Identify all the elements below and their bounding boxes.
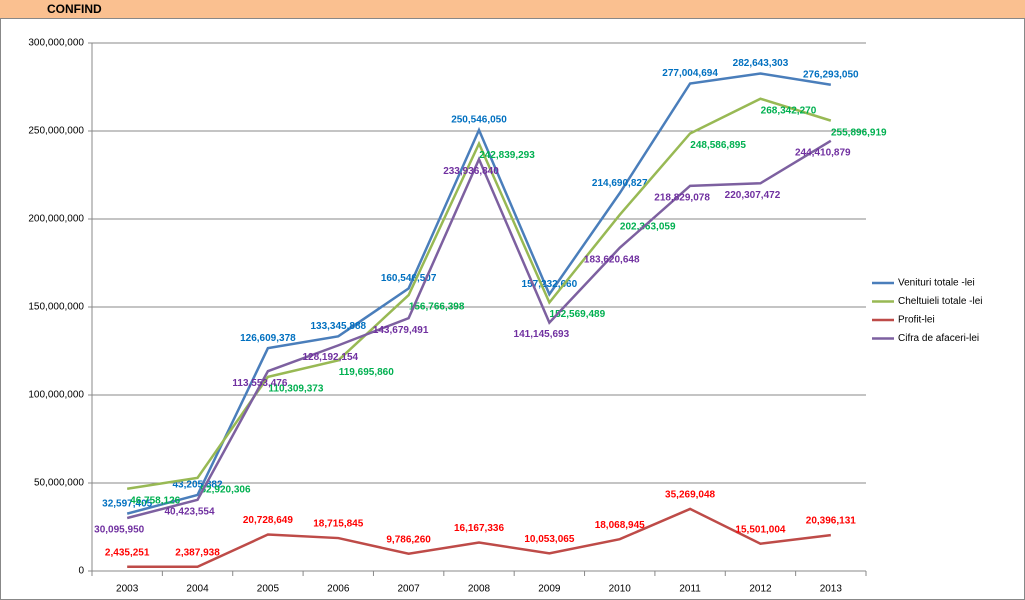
series-line	[126, 139, 832, 520]
sheet-header: CONFIND	[0, 0, 1025, 18]
data-label: 2,387,938	[175, 547, 220, 558]
data-label: 110,309,373	[268, 383, 323, 394]
x-tick-label: 2009	[538, 584, 561, 595]
data-label: 32,597,405	[102, 498, 152, 509]
x-tick-label: 2008	[468, 584, 491, 595]
data-label: 20,728,649	[243, 515, 293, 526]
data-label: 35,269,048	[665, 490, 715, 501]
legend-label: Profit-lei	[898, 315, 935, 326]
data-label: 15,501,004	[735, 524, 785, 535]
series-line	[126, 72, 832, 515]
y-tick-label: 0	[78, 566, 84, 577]
data-label: 152,569,489	[550, 309, 606, 320]
x-tick-label: 2010	[609, 584, 632, 595]
data-label: 10,053,065	[524, 534, 574, 545]
data-label: 268,342,270	[761, 105, 817, 116]
y-tick-label: 100,000,000	[28, 390, 84, 401]
data-label: 126,609,378	[240, 333, 296, 344]
series-line	[127, 507, 831, 569]
y-tick-label: 300,000,000	[28, 38, 84, 49]
data-label: 113,553,476	[232, 378, 287, 389]
x-tick-label: 2013	[820, 584, 843, 595]
x-tick-label: 2012	[749, 584, 772, 595]
x-tick-label: 2006	[327, 584, 350, 595]
data-label: 30,095,950	[94, 525, 144, 536]
x-tick-label: 2005	[257, 584, 280, 595]
data-label: 282,643,303	[733, 58, 789, 69]
data-label: 119,695,860	[339, 367, 394, 378]
legend-label: Cheltuieli totale -lei	[898, 296, 983, 307]
data-label: 128,192,154	[302, 352, 358, 363]
data-label: 242,839,293	[479, 150, 535, 161]
data-label: 233,936,840	[443, 166, 499, 177]
data-label: 248,586,895	[690, 140, 746, 151]
data-label: 202,363,059	[620, 221, 676, 232]
data-label: 250,546,050	[451, 115, 507, 126]
data-label: 220,307,472	[725, 190, 781, 201]
x-tick-label: 2007	[398, 584, 421, 595]
data-label: 218,829,078	[654, 193, 710, 204]
y-tick-label: 250,000,000	[28, 126, 84, 137]
data-label: 18,068,945	[595, 520, 645, 531]
x-tick-label: 2003	[116, 584, 139, 595]
data-label: 276,293,050	[803, 69, 859, 80]
legend-label: Venituri totale -lei	[898, 278, 975, 289]
data-label: 40,423,554	[165, 506, 215, 517]
data-label: 9,786,260	[386, 534, 431, 545]
data-label: 255,896,919	[831, 127, 887, 138]
data-label: 52,920,306	[201, 485, 251, 496]
data-label: 183,620,648	[584, 254, 640, 265]
series-line	[126, 97, 832, 490]
y-tick-label: 50,000,000	[34, 478, 84, 489]
data-label: 156,766,398	[409, 302, 465, 313]
data-label: 43,205,882	[173, 480, 223, 491]
data-label: 18,715,845	[313, 519, 363, 530]
chart: 0 50,000,000 100,000,000 150,000,000 200,000…	[0, 18, 1025, 600]
data-label: 160,546,507	[381, 273, 437, 284]
legend-label: Cifra de afaceri-lei	[898, 333, 979, 344]
data-label: 277,004,694	[662, 68, 718, 79]
data-label: 16,167,336	[454, 523, 504, 534]
data-label: 244,410,879	[795, 147, 851, 158]
data-label: 20,396,131	[806, 516, 856, 527]
data-label: 214,690,827	[592, 178, 648, 189]
data-label: 141,145,693	[514, 329, 570, 340]
data-label: 143,679,491	[373, 325, 429, 336]
data-label: 46,758,126	[130, 495, 180, 506]
x-tick-label: 2004	[186, 584, 209, 595]
y-tick-label: 200,000,000	[28, 214, 84, 225]
data-label: 2,435,251	[105, 547, 150, 558]
data-label: 133,345,888	[310, 321, 366, 332]
data-label: 157,232,660	[522, 279, 578, 290]
y-tick-label: 150,000,000	[28, 302, 84, 313]
x-tick-label: 2011	[679, 584, 701, 595]
